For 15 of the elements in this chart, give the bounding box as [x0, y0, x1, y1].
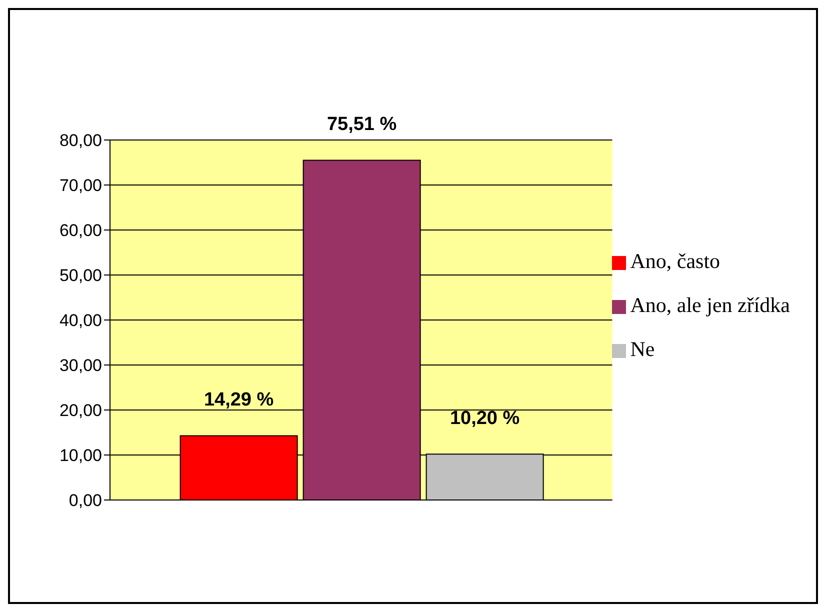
y-tick-label: 70,00 [59, 176, 102, 196]
y-tick-label: 30,00 [59, 356, 102, 376]
y-tick-label: 50,00 [59, 266, 102, 286]
y-tick-label: 10,00 [59, 446, 102, 466]
legend-label: Ano, ale jen zřídka [630, 293, 790, 317]
data-label: 14,29 % [204, 390, 274, 411]
y-tick-label: 20,00 [59, 401, 102, 420]
legend-label: Ne [630, 337, 655, 361]
data-label: 10,20 % [450, 408, 520, 430]
data-label: 75,51 % [326, 114, 397, 136]
y-tick-label: 60,00 [59, 221, 102, 240]
legend-label: Ano, často [630, 249, 720, 273]
y-tick-label: 40,00 [59, 311, 102, 330]
y-tick-label: 0,00 [68, 491, 102, 510]
y-tick-label: 80,00 [59, 131, 102, 150]
